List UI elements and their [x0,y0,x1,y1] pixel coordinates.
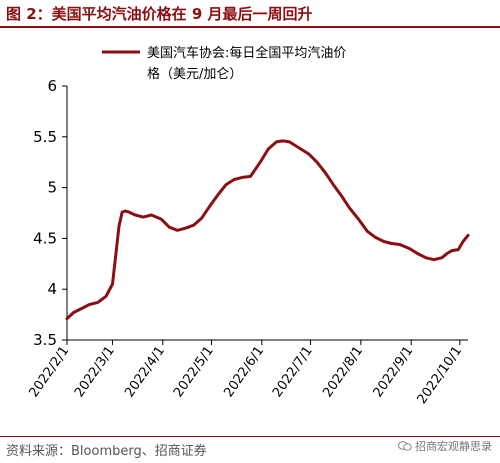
figure-title: 图 2：美国平均汽油价格在 9 月最后一周回升 [6,5,313,23]
x-tick-label: 2022/7/1 [270,344,316,400]
legend: 美国汽车协会:每日全国平均汽油价 格（美元/加仑） [102,45,346,82]
y-tick-label: 4 [47,280,57,298]
watermark: 招商宏观静思录 [398,438,492,454]
y-tick-label: 5 [47,179,57,197]
title-rule [0,26,500,28]
y-tick-label: 4.5 [33,229,57,247]
x-tick-label: 2022/10/1 [415,344,466,407]
x-tick-label: 2022/3/1 [72,344,118,400]
x-tick-label: 2022/4/1 [122,344,168,400]
source-note: 资料来源：Bloomberg、招商证券 [6,444,207,459]
bottom-rule [0,436,500,437]
legend-label-line2: 格（美元/加仑） [147,66,242,82]
y-tick-label: 3.5 [33,331,57,349]
x-ticks: 2022/2/1 2022/3/1 2022/4/1 2022/5/1 2022/6/1… [26,340,465,407]
y-tick-label: 5.5 [33,128,57,146]
legend-label-line1: 美国汽车协会:每日全国平均汽油价 [147,45,346,61]
x-tick-label: 2022/2/1 [26,344,72,400]
x-tick-label: 2022/5/1 [171,344,217,400]
wechat-icon [398,441,412,451]
y-tick-label: 6 [47,77,57,95]
axes [66,86,468,341]
x-tick-label: 2022/6/1 [221,344,267,400]
x-tick-label: 2022/8/1 [320,344,366,400]
chart: 3.544.555.56 2022/2/1 2022/3/1 2022/4/1 202… [26,45,470,407]
y-ticks: 3.5 4 4.5 5 5.5 6 [33,77,67,349]
series-line-gas-price [65,139,470,321]
x-tick-label: 2022/9/1 [371,344,417,400]
watermark-text: 招商宏观静思录 [415,440,492,453]
